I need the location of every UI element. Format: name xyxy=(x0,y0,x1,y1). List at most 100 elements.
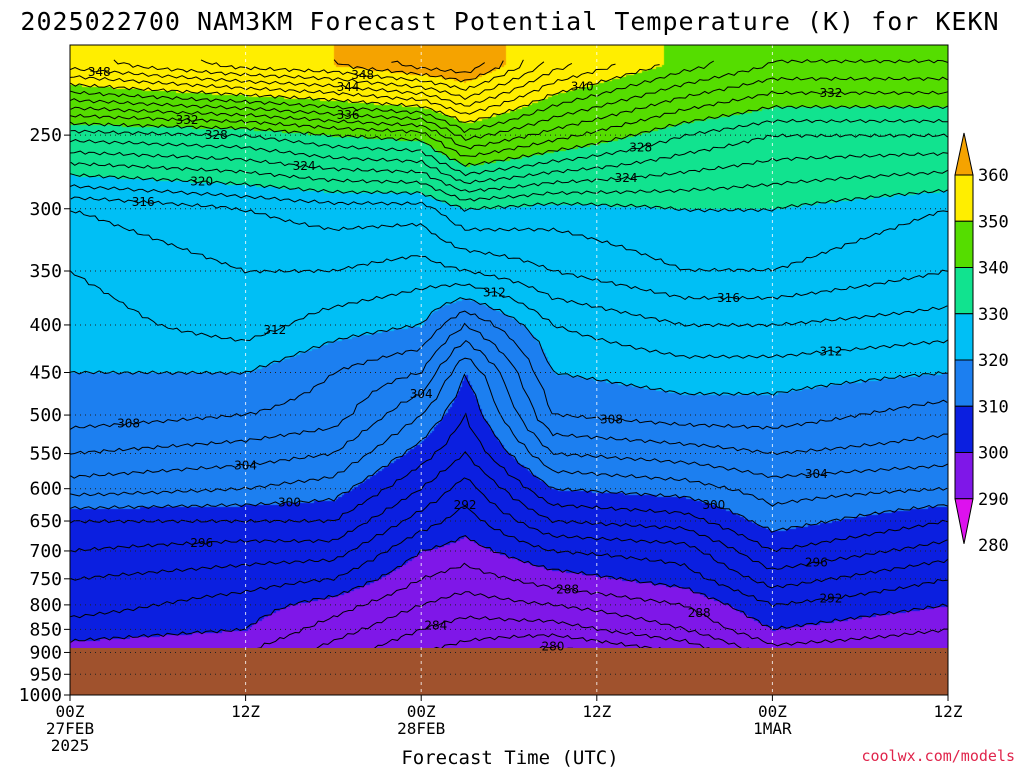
contour-label: 320 xyxy=(190,175,213,189)
y-tick-label: 300 xyxy=(29,199,62,220)
isentrope-332 xyxy=(70,90,948,157)
y-tick-label: 850 xyxy=(29,619,62,640)
isentrope-316 xyxy=(70,196,948,301)
y-tick-label: 1000 xyxy=(19,685,62,706)
contour-label: 328 xyxy=(629,140,652,154)
contour-label: 300 xyxy=(702,498,725,512)
colorbar-band xyxy=(954,452,974,500)
grid-lines xyxy=(70,45,948,695)
contour-label: 292 xyxy=(819,591,842,605)
isentrope-330 xyxy=(70,104,948,167)
isentrope-294 xyxy=(70,477,948,589)
colorbar-top-arrow xyxy=(954,132,974,176)
x-tick-label: 12Z xyxy=(231,702,260,721)
x-tick-label: 28FEB xyxy=(397,719,445,738)
contour-label: 296 xyxy=(190,536,213,550)
contour-label: 332 xyxy=(176,113,199,127)
colorbar-tick-label: 300 xyxy=(978,444,1009,464)
x-tick-label: 12Z xyxy=(934,702,963,721)
x-axis-label: Forecast Time (UTC) xyxy=(401,747,618,768)
y-tick-label: 500 xyxy=(29,405,62,426)
y-tick-label: 650 xyxy=(29,511,62,532)
isentrope-290 xyxy=(70,535,948,643)
theta-field-image xyxy=(70,45,948,695)
isentrope-340 xyxy=(70,64,660,123)
isentrope-350 xyxy=(333,59,504,83)
x-tick-label: 12Z xyxy=(582,702,611,721)
colorbar-tick-label: 340 xyxy=(978,259,1009,279)
contour-label: 284 xyxy=(424,618,447,632)
contour-label: 312 xyxy=(483,286,506,300)
isentrope-326 xyxy=(70,133,948,185)
y-tick-label: 950 xyxy=(29,664,62,685)
contour-label: 348 xyxy=(88,65,111,79)
isentrope-346 xyxy=(113,59,545,101)
contour-label: 340 xyxy=(571,80,594,94)
isentrope-318 xyxy=(70,184,948,273)
isentrope-324 xyxy=(70,150,948,193)
isentrope-344 xyxy=(70,62,573,107)
contour-label: 324 xyxy=(615,171,638,185)
isentrope-contours xyxy=(70,59,948,681)
isentrope-336 xyxy=(70,59,948,141)
contour-label: 344 xyxy=(337,80,360,94)
y-tick-label: 600 xyxy=(29,479,62,500)
y-tick-label: 700 xyxy=(29,541,62,562)
contour-label: 328 xyxy=(205,128,228,142)
colorbar-tick-label: 360 xyxy=(978,166,1009,186)
contour-label: 288 xyxy=(688,606,711,620)
colorbar-band xyxy=(954,313,974,361)
colorbar-band xyxy=(954,359,974,407)
colorbar-band xyxy=(954,174,974,222)
colorbar-tick-label: 350 xyxy=(978,212,1009,232)
plot-frame xyxy=(69,44,949,696)
x-tick-label: 27FEB xyxy=(46,719,94,738)
isentrope-310 xyxy=(70,297,948,397)
colorbar-bottom-arrow xyxy=(954,498,974,544)
isentrope-352 xyxy=(391,60,485,74)
isentrope-334 xyxy=(70,76,948,150)
y-tick-label: 750 xyxy=(29,569,62,590)
isentrope-298 xyxy=(70,412,948,553)
contour-label: 300 xyxy=(278,496,301,510)
colorbar-tick-label: 330 xyxy=(978,305,1009,325)
isentrope-292 xyxy=(70,505,948,619)
isentrope-320 xyxy=(70,173,948,213)
colorbar-tick-label: 320 xyxy=(978,351,1009,371)
contour-label: 332 xyxy=(819,86,842,100)
isentrope-314 xyxy=(70,210,948,328)
y-tick-label: 350 xyxy=(29,261,62,282)
isentrope-348 xyxy=(200,59,524,91)
contour-label: 336 xyxy=(337,108,360,122)
colorbar-band xyxy=(954,220,974,268)
isentrope-308 xyxy=(70,310,948,430)
isentrope-312 xyxy=(70,269,948,359)
contour-label: 304 xyxy=(410,387,433,401)
contour-label: 308 xyxy=(117,417,140,431)
isentrope-328 xyxy=(70,118,948,177)
y-tick-label: 250 xyxy=(29,125,62,146)
below-ground-band xyxy=(70,648,948,695)
x-tick-label: 00Z xyxy=(407,702,436,721)
y-tick-label: 450 xyxy=(29,363,62,384)
y-tick-label: 400 xyxy=(29,315,62,336)
isentrope-296 xyxy=(70,451,948,570)
colorbar-tick-label: 290 xyxy=(978,490,1009,510)
y-tick-label: 900 xyxy=(29,642,62,663)
contour-label: 280 xyxy=(541,640,564,654)
contour-label: 348 xyxy=(351,68,374,82)
isentrope-342 xyxy=(70,63,616,115)
isentrope-300 xyxy=(70,373,948,533)
isentrope-322 xyxy=(70,161,948,202)
contour-label: 288 xyxy=(556,582,579,596)
contour-label: 304 xyxy=(805,467,828,481)
x-tick-label: 1MAR xyxy=(753,719,792,738)
contour-label: 316 xyxy=(717,291,740,305)
isentrope-306 xyxy=(70,322,948,456)
y-tick-label: 800 xyxy=(29,595,62,616)
y-axis: 2503003504004505005506006507007508008509… xyxy=(19,125,70,706)
contour-label: 312 xyxy=(263,323,286,337)
